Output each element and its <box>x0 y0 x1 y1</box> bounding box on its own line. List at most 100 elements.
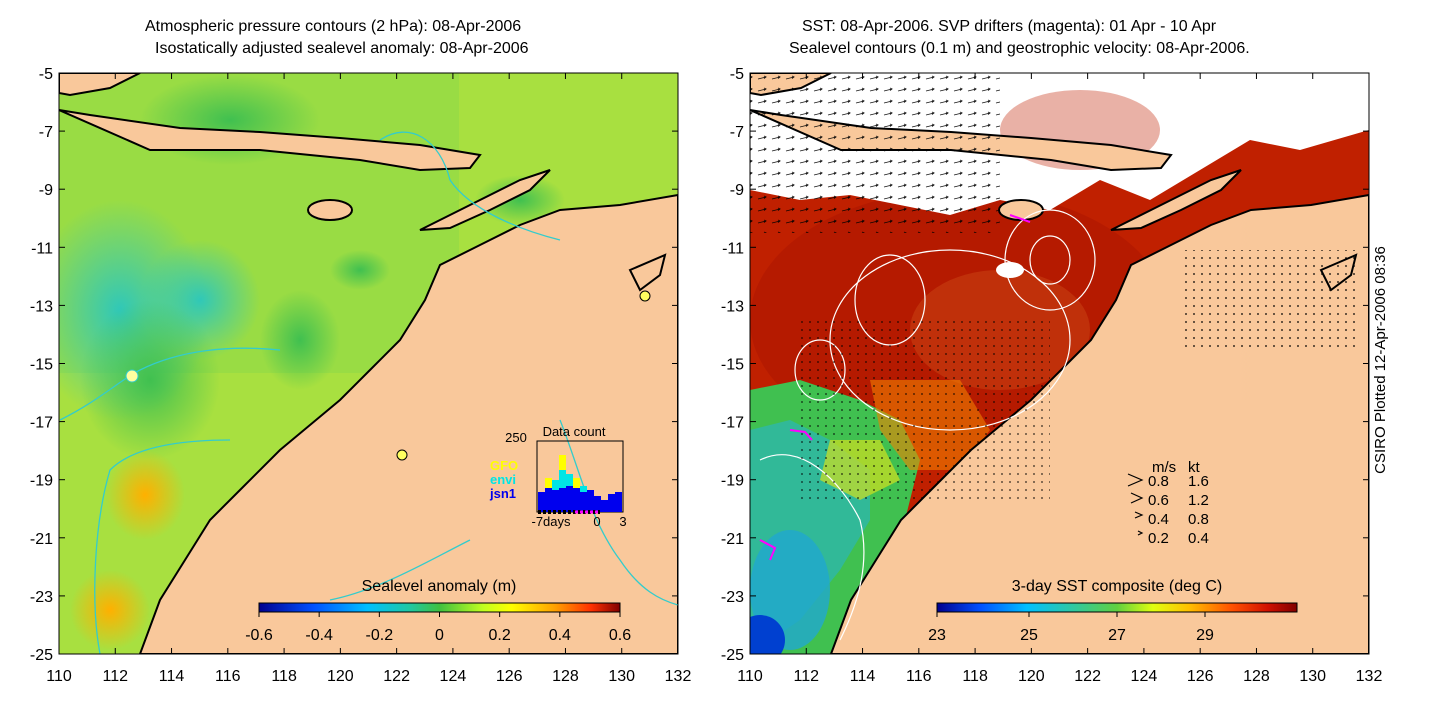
y-tick-label: -25 <box>721 647 744 664</box>
speed-legend-arrows <box>1127 473 1144 536</box>
data-count-xlabel: -7days <box>531 514 571 529</box>
y-tick-label: -19 <box>721 473 744 490</box>
arrow-0.6-icon <box>1130 492 1144 504</box>
y-tick-label: -7 <box>39 124 53 141</box>
x-tick-label: 116 <box>906 668 932 685</box>
x-tick-label: 124 <box>1131 668 1158 685</box>
sla-colorbar <box>258 602 621 613</box>
speed-legend-ms-value: 0.4 <box>1148 511 1169 528</box>
y-tick-label: -9 <box>730 182 744 199</box>
data-count-xlabel: 0 <box>593 514 600 529</box>
hist-bar <box>573 478 580 488</box>
x-tick-label: 132 <box>1356 668 1383 685</box>
x-tick-label: 112 <box>794 668 820 685</box>
histogram-bars <box>538 455 622 512</box>
left-map <box>59 73 678 654</box>
hist-bar <box>580 486 587 492</box>
x-tick-label: 128 <box>552 668 579 685</box>
y-tick-label: -5 <box>39 66 53 83</box>
x-tick-label: 130 <box>608 668 635 685</box>
x-tick-label: 110 <box>46 668 72 685</box>
data-count-inset <box>536 440 624 514</box>
speed-legend-kt-value: 0.8 <box>1188 511 1209 528</box>
left-title-line1: Atmospheric pressure contours (2 hPa): 0… <box>145 18 522 35</box>
right-map <box>750 73 1369 654</box>
y-tick-label: -13 <box>721 298 744 315</box>
speed-legend-kt-value: 1.6 <box>1188 473 1209 490</box>
sla-high-southwest <box>105 450 185 540</box>
data-count-legend-envi: envi <box>490 472 516 487</box>
hist-bar <box>552 480 559 490</box>
hist-bar <box>615 492 622 512</box>
svp-drifter-track <box>1009 214 1031 223</box>
x-tick-label: 120 <box>327 668 354 685</box>
sumba-island <box>307 199 353 221</box>
speed-legend-ms-value: 0.6 <box>1148 492 1169 509</box>
hist-bar <box>580 492 587 512</box>
hist-bar <box>559 455 566 470</box>
sla-colorbar-tick-label: 0.4 <box>549 627 571 644</box>
sla-colorbar-tick-label: -0.4 <box>305 627 333 644</box>
sla-colorbar-tick-label: 0.6 <box>609 627 631 644</box>
x-tick-label: 114 <box>850 668 876 685</box>
hist-bar <box>559 470 566 488</box>
x-tick-label: 126 <box>1187 668 1214 685</box>
speed-legend-ms-value: 0.2 <box>1148 530 1169 547</box>
sst-colorbar-tick-label: 29 <box>1196 627 1214 644</box>
hist-bar <box>552 490 559 512</box>
y-tick-label: -13 <box>30 298 53 315</box>
sla-colorbar-label: Sealevel anomaly (m) <box>362 578 517 595</box>
y-tick-label: -15 <box>30 357 53 374</box>
y-tick-label: -17 <box>30 415 53 432</box>
sst-colorbar-tick-label: 25 <box>1020 627 1038 644</box>
nusa-tenggara-land <box>59 109 482 172</box>
speed-legend-ms-header: m/s <box>1152 459 1176 476</box>
data-count-xlabel: 3 <box>619 514 626 529</box>
sst-colorbar-tick-label: 27 <box>1108 627 1126 644</box>
x-tick-label: 112 <box>103 668 129 685</box>
timor-island-right <box>1110 169 1242 231</box>
y-tick-label: -15 <box>721 357 744 374</box>
velocity-field-north <box>750 73 1000 233</box>
y-tick-label: -23 <box>721 589 744 606</box>
sst-colorbar-tick-label: 23 <box>928 627 946 644</box>
y-tick-label: -7 <box>730 124 744 141</box>
hist-bar <box>566 486 573 512</box>
x-tick-label: 128 <box>1243 668 1270 685</box>
x-tick-label: 118 <box>271 668 297 685</box>
y-tick-label: -11 <box>31 240 53 257</box>
hist-bar <box>601 500 608 512</box>
svp-drifter-track <box>789 429 813 441</box>
x-tick-label: 118 <box>962 668 988 685</box>
hist-bar <box>608 494 615 512</box>
hist-bar <box>587 490 594 512</box>
velocity-field-east <box>1180 250 1360 350</box>
hist-bar <box>594 496 601 512</box>
arrow-0.2-icon <box>1137 530 1144 536</box>
sla-colorbar-tick-label: 0.2 <box>489 627 511 644</box>
y-tick-label: -23 <box>30 589 53 606</box>
y-tick-label: -21 <box>721 531 744 548</box>
arrow-0.8-icon <box>1127 473 1144 487</box>
right-title-line2: Sealevel contours (0.1 m) and geostrophi… <box>789 40 1250 57</box>
x-tick-label: 132 <box>665 668 692 685</box>
y-tick-label: -5 <box>730 66 744 83</box>
y-tick-label: -21 <box>30 531 53 548</box>
svp-drifter-track <box>759 539 777 561</box>
y-tick-label: -25 <box>30 647 53 664</box>
data-count-legend-GFO: GFO <box>490 458 518 473</box>
speed-legend-kt-value: 1.2 <box>1188 492 1209 509</box>
x-tick-label: 130 <box>1299 668 1326 685</box>
data-count-ymax: 250 <box>505 430 527 445</box>
speed-legend-ms-value: 0.8 <box>1148 473 1169 490</box>
timor-island <box>419 169 551 231</box>
y-tick-label: -17 <box>721 415 744 432</box>
hist-bar <box>545 478 552 488</box>
y-tick-label: -9 <box>39 182 53 199</box>
sla-colorbar-tick-label: -0.2 <box>366 627 394 644</box>
data-count-legend-jsn1: jsn1 <box>489 486 516 501</box>
x-tick-label: 124 <box>440 668 467 685</box>
sla-colorbar-tick-label: -0.6 <box>245 627 273 644</box>
hist-bar <box>545 488 552 512</box>
